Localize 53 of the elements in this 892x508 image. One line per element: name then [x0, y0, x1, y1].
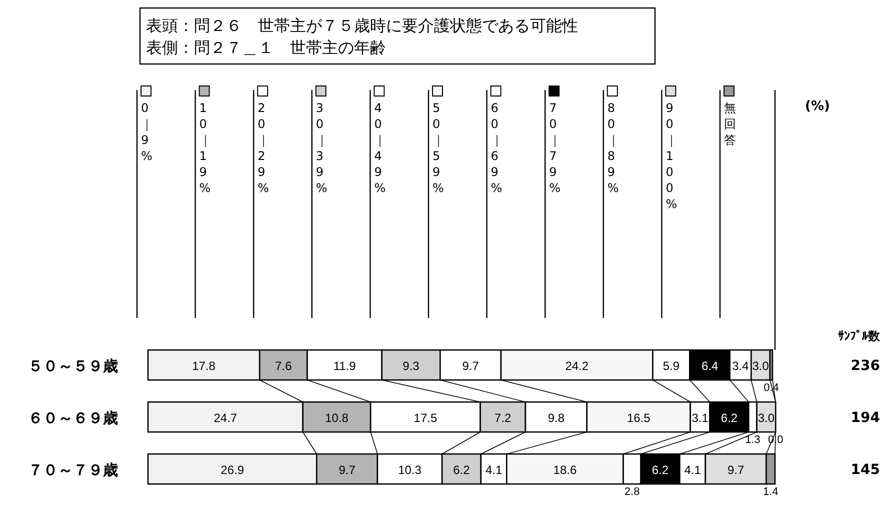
text: 145 — [850, 462, 880, 478]
data-label: 11.9 — [333, 359, 356, 373]
legend-label: 20｜29% — [258, 101, 270, 195]
legend-label: 40｜49% — [374, 101, 386, 195]
legend-label: 70｜79% — [549, 101, 562, 195]
data-label: 24.7 — [214, 411, 238, 425]
y-tick-label: ７０～７９歳 — [28, 461, 118, 479]
y-tick-label: ５０～５９歳 — [28, 357, 118, 375]
data-label: 6.2 — [652, 463, 669, 477]
data-label: 3.0 — [752, 359, 770, 373]
legend-label: 30｜39% — [316, 101, 328, 195]
legend-label: 90｜100% — [666, 101, 678, 211]
data-label: 16.5 — [626, 411, 651, 425]
data-label: 9.7 — [338, 463, 356, 477]
y-tick-label: ６０～６９歳 — [28, 409, 118, 427]
data-label: 9.7 — [462, 359, 480, 373]
text: (%) — [805, 99, 830, 114]
data-label: 9.3 — [402, 359, 420, 373]
data-label: 18.6 — [553, 463, 577, 477]
legend-label: 80｜89% — [607, 101, 620, 195]
data-label: 1.4 — [762, 486, 778, 498]
data-label: 9.7 — [727, 463, 744, 477]
data-label: 17.8 — [192, 359, 216, 373]
text: ｻﾝﾌﾟﾙ数 — [838, 329, 881, 343]
text: 236 — [850, 358, 880, 374]
legend-label: 60｜69% — [490, 101, 503, 195]
data-label: 10.8 — [325, 411, 349, 425]
data-label: 5.9 — [662, 359, 680, 373]
legend-label: 無回答 — [724, 101, 736, 147]
data-label: 3.1 — [692, 411, 709, 425]
data-label: 10.3 — [398, 463, 422, 477]
data-label: 1.3 — [745, 434, 760, 446]
data-label: 9.8 — [548, 411, 565, 425]
title: 表頭：問２６ 世帯主が７５歳時に要介護状態である可能性 表側：問２７＿１ 世帯主の年齢 — [139, 7, 656, 65]
chart-title: 表頭：問２６ 世帯主が７５歳時に要介護状態である可能性 — [146, 16, 578, 35]
data-label: 26.9 — [220, 463, 244, 477]
data-label: 4.1 — [684, 463, 702, 477]
data-label: 7.6 — [275, 359, 292, 373]
data-label: 6.2 — [720, 411, 738, 425]
data-label: 2.8 — [624, 486, 640, 498]
chart-subtitle: 表側：問２７＿１ 世帯主の年齢 — [146, 38, 386, 57]
data-label: 17.5 — [414, 411, 438, 425]
legend-label: 0｜9% — [141, 101, 153, 163]
legend-label: 50｜59% — [432, 101, 444, 195]
data-label: 6.2 — [453, 463, 470, 477]
text: 194 — [850, 410, 880, 426]
legend-label: 10｜19% — [199, 101, 212, 195]
data-label: 4.1 — [485, 463, 502, 477]
data-label: 7.2 — [494, 411, 512, 425]
data-label: 3.0 — [758, 411, 775, 425]
data-label: 6.4 — [701, 359, 718, 373]
data-label: 24.2 — [565, 359, 589, 373]
data-label: 3.4 — [732, 359, 750, 373]
